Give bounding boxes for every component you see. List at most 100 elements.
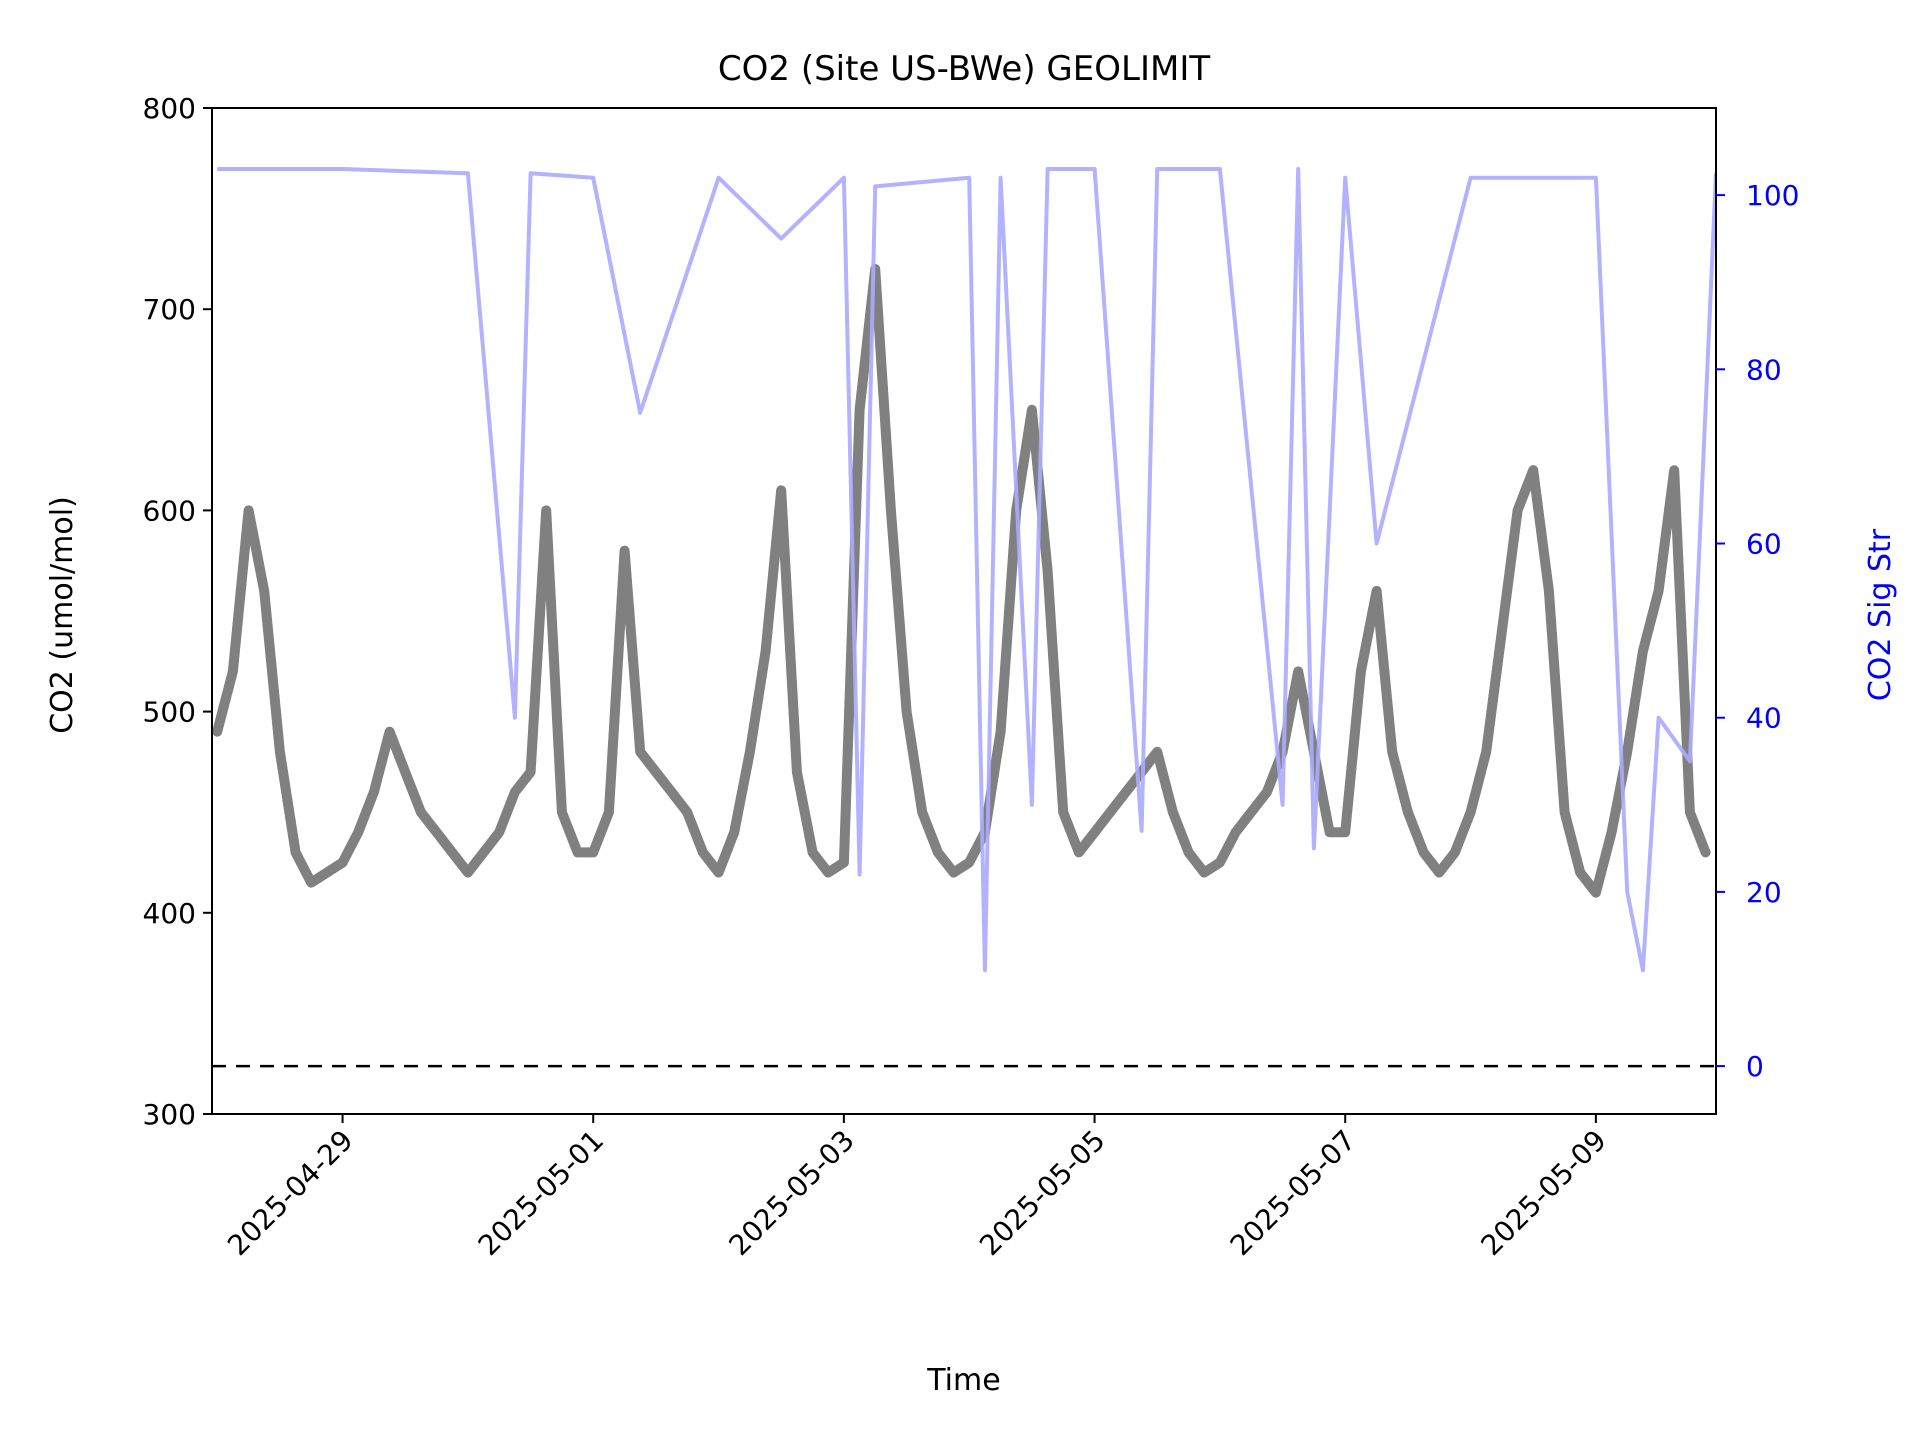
y2-tick-label: 60 [1746,527,1782,560]
co2-data-point [1670,466,1678,474]
co2-data-point [746,748,754,756]
plot-area [212,167,1716,1068]
co2-data-point [918,808,926,816]
y2-tick-label: 0 [1746,1050,1764,1083]
co2-data-point [339,859,347,866]
co2-data-point [668,788,676,796]
co2-series-line [212,264,1711,898]
co2-data-point [1561,808,1569,816]
co2-data-point [401,768,409,776]
sig-str-series-line [217,167,1716,973]
co2-data-point [997,728,1005,736]
y-tick-label: 800 [143,92,196,125]
co2-data-point [1169,808,1177,816]
co2-data-point [1106,808,1114,816]
co2-data-point [511,788,519,796]
co2-data-point [1122,788,1130,796]
y2-tick-label: 100 [1746,179,1799,212]
co2-data-point [448,848,456,856]
co2-data-point [934,848,942,856]
co2-data-point [229,667,237,675]
co2-data-point [730,828,738,836]
co2-data-point [1420,848,1428,856]
co2-data-point [260,587,268,595]
co2-data-point [1341,828,1349,836]
co2-data-point [762,647,770,655]
co2-data-point [1232,828,1240,836]
co2-data-point [1451,848,1459,856]
co2-data-point [1059,808,1067,816]
co2-data-point [558,808,566,816]
co2-data-point [1044,567,1052,575]
co2-data-point [527,768,535,776]
co2-data-point [542,506,550,514]
co2-data-point [1091,828,1099,836]
co2-data-point [840,859,848,866]
y-tick-label: 500 [143,696,196,729]
co2-data-point [683,808,691,816]
co2-data-point [1216,859,1224,866]
y-tick-label: 400 [143,897,196,930]
co2-data-point [276,748,284,756]
co2-data-point [1028,406,1036,414]
co2-data-point [1185,848,1193,856]
y-tick-label: 300 [143,1098,196,1131]
plot-frame [211,107,1717,1115]
co2-data-point [1592,889,1600,897]
co2-data-point [495,828,503,836]
co2-data-point [793,768,801,776]
co2-data-point [1263,788,1271,796]
co2-data-point [965,859,973,866]
co2-data-point [1373,587,1381,595]
co2-data-point [1200,869,1208,877]
co2-data-point [323,869,331,877]
co2-data-point [950,869,958,877]
co2-data-point [1075,848,1083,856]
co2-data-point [605,808,613,816]
co2-data-point [1326,828,1334,836]
co2-data-point [354,828,362,836]
co2-data-point [715,869,723,877]
co2-data-point [1655,587,1663,595]
co2-data-point [1404,808,1412,816]
co2-data-point [699,848,707,856]
co2-data-point [1247,808,1255,816]
co2-data-point [1639,647,1647,655]
co2-data-point [213,728,221,736]
co2-data-point [1576,869,1584,877]
co2-data-point [1153,748,1161,756]
co2-data-point [245,506,253,514]
co2-data-point [777,486,785,494]
co2-data-point [1623,748,1631,756]
co2-data-point [1608,828,1616,836]
co2-data-point [652,768,660,776]
y2-tick-label: 20 [1746,876,1782,909]
co2-data-point [1686,808,1694,816]
co2-data-point [1388,748,1396,756]
co2-data-point [1357,667,1365,675]
co2-data-point [386,728,394,736]
co2-data-point [1467,808,1475,816]
chart-title: CO2 (Site US-BWe) GEOLIMIT [718,49,1210,89]
co2-data-point [856,406,864,414]
co2-data-point [809,848,817,856]
co2-data-point [1435,869,1443,877]
co2-data-point [1294,667,1302,675]
co2-data-point [1498,627,1506,635]
co2-data-point [1529,466,1537,474]
y2-axis-label: CO2 Sig Str [1863,528,1898,701]
co2-data-point [292,848,300,856]
co2-data-point [887,506,895,514]
x-axis-label: Time [926,1363,1000,1398]
co2-data-point [433,828,441,836]
co2-data-point [1545,587,1553,595]
co2-data-point [1514,506,1522,514]
co2-data-point [589,848,597,856]
co2-data-point [824,869,832,877]
co2-data-point [464,869,472,877]
y2-tick-label: 80 [1746,353,1782,386]
co2-data-point [370,788,378,796]
y2-tick-label: 40 [1746,702,1782,735]
